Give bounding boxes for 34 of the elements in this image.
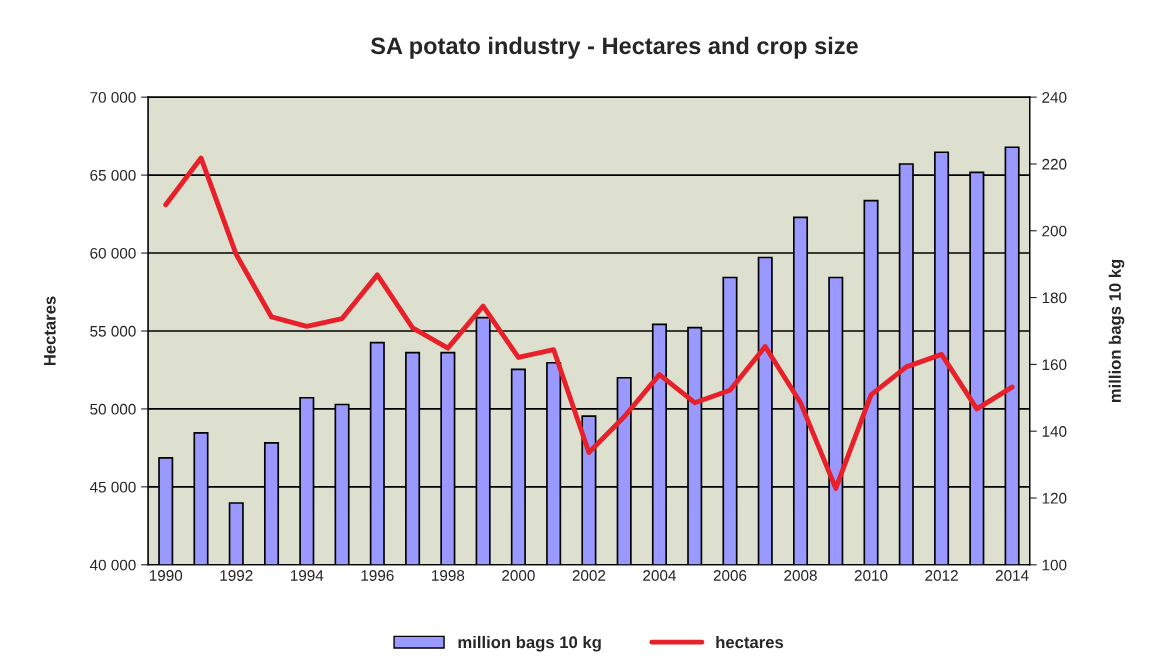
x-tick-label: 2002 bbox=[572, 570, 606, 581]
y2-axis-title: million bags 10 kg bbox=[1108, 259, 1125, 403]
y-tick-label: 70 000 bbox=[90, 92, 136, 103]
y-axis-title: Hectares bbox=[44, 296, 56, 366]
x-tick-label: 1994 bbox=[290, 570, 324, 581]
x-tick-label: 2000 bbox=[502, 570, 535, 581]
x-tick-label: 2008 bbox=[784, 570, 817, 581]
x-tick-label: 1998 bbox=[432, 570, 465, 581]
legend-label: hectares bbox=[716, 635, 784, 649]
y2-tick-label: 240 bbox=[1042, 92, 1067, 103]
y-tick-label: 65 000 bbox=[90, 169, 136, 181]
y2-tick-label: 140 bbox=[1042, 426, 1067, 437]
x-tick-label: 2004 bbox=[643, 570, 676, 581]
y-tick-label: 55 000 bbox=[90, 325, 136, 337]
x-tick-label: 2010 bbox=[854, 570, 888, 581]
y2-tick-label: 180 bbox=[1042, 292, 1067, 304]
line-series bbox=[163, 155, 1015, 491]
legend-label: million bags 10 kg bbox=[458, 635, 601, 652]
x-tick-label: 1996 bbox=[361, 570, 394, 581]
y-tick-label: 60 000 bbox=[90, 247, 136, 259]
y-tick-label: 40 000 bbox=[89, 559, 136, 571]
chart-title: SA potato industry - Hectares and crop size bbox=[370, 36, 858, 59]
x-tick-label: 1990 bbox=[149, 570, 183, 581]
y2-tick-label: 100 bbox=[1042, 559, 1067, 571]
y2-tick-label: 200 bbox=[1042, 225, 1067, 237]
x-tick-label: 2006 bbox=[713, 570, 747, 581]
y-tick-label: 50 000 bbox=[90, 403, 136, 415]
y2-tick-label: 120 bbox=[1042, 492, 1067, 504]
y2-tick-label: 160 bbox=[1042, 359, 1067, 371]
x-tick-label: 1992 bbox=[220, 570, 253, 581]
y-tick-label: 45 000 bbox=[89, 481, 136, 493]
y2-tick-label: 220 bbox=[1042, 158, 1067, 170]
x-tick-label: 2014 bbox=[995, 570, 1029, 581]
x-tick-label: 2012 bbox=[925, 570, 958, 581]
